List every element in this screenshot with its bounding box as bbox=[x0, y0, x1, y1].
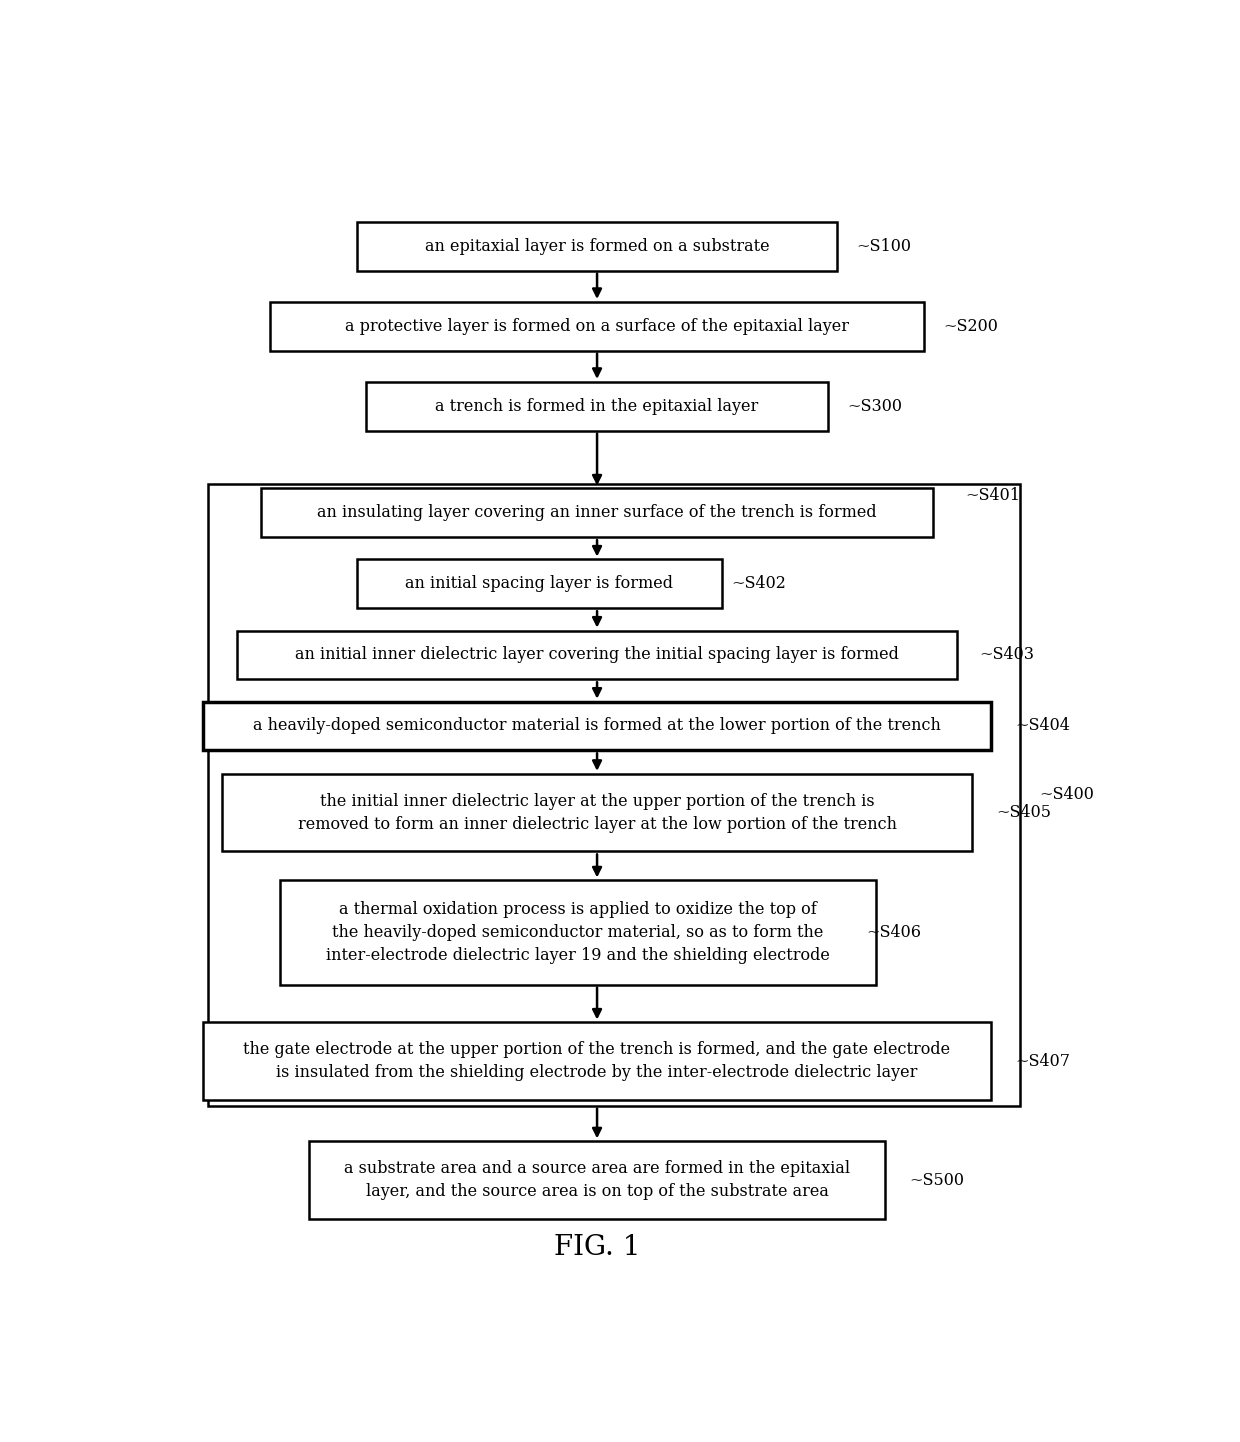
Text: ~S406: ~S406 bbox=[866, 924, 921, 942]
FancyBboxPatch shape bbox=[367, 382, 828, 431]
Text: ~S200: ~S200 bbox=[942, 317, 998, 335]
FancyBboxPatch shape bbox=[309, 1141, 885, 1218]
Text: a thermal oxidation process is applied to oxidize the top of
the heavily-doped s: a thermal oxidation process is applied t… bbox=[326, 901, 830, 963]
Text: an insulating layer covering an inner surface of the trench is formed: an insulating layer covering an inner su… bbox=[317, 505, 877, 522]
Text: ~S405: ~S405 bbox=[996, 805, 1050, 820]
Text: a protective layer is formed on a surface of the epitaxial layer: a protective layer is formed on a surfac… bbox=[345, 317, 849, 335]
FancyBboxPatch shape bbox=[280, 880, 875, 985]
Text: ~S403: ~S403 bbox=[980, 646, 1034, 663]
FancyBboxPatch shape bbox=[203, 1022, 991, 1100]
Text: ~S100: ~S100 bbox=[857, 238, 911, 255]
FancyBboxPatch shape bbox=[357, 559, 722, 609]
Text: ~S402: ~S402 bbox=[732, 575, 786, 593]
Text: ~S401: ~S401 bbox=[965, 486, 1021, 503]
Text: ~S500: ~S500 bbox=[909, 1171, 965, 1188]
Text: an epitaxial layer is formed on a substrate: an epitaxial layer is formed on a substr… bbox=[425, 238, 769, 255]
FancyBboxPatch shape bbox=[203, 702, 991, 750]
FancyBboxPatch shape bbox=[222, 774, 972, 851]
Text: ~S407: ~S407 bbox=[1016, 1053, 1070, 1070]
Text: ~S300: ~S300 bbox=[847, 398, 901, 415]
Text: an initial inner dielectric layer covering the initial spacing layer is formed: an initial inner dielectric layer coveri… bbox=[295, 646, 899, 663]
FancyBboxPatch shape bbox=[208, 485, 1019, 1106]
Text: FIG. 1: FIG. 1 bbox=[554, 1234, 640, 1262]
Text: the initial inner dielectric layer at the upper portion of the trench is
removed: the initial inner dielectric layer at th… bbox=[298, 793, 897, 832]
Text: a substrate area and a source area are formed in the epitaxial
layer, and the so: a substrate area and a source area are f… bbox=[343, 1161, 851, 1200]
Text: ~S400: ~S400 bbox=[1039, 786, 1094, 803]
Text: ~S404: ~S404 bbox=[1016, 718, 1070, 734]
Text: the gate electrode at the upper portion of the trench is formed, and the gate el: the gate electrode at the upper portion … bbox=[243, 1041, 951, 1082]
Text: a heavily-doped semiconductor material is formed at the lower portion of the tre: a heavily-doped semiconductor material i… bbox=[253, 718, 941, 734]
Text: a trench is formed in the epitaxial layer: a trench is formed in the epitaxial laye… bbox=[435, 398, 759, 415]
FancyBboxPatch shape bbox=[260, 489, 934, 538]
Text: an initial spacing layer is formed: an initial spacing layer is formed bbox=[405, 575, 673, 593]
FancyBboxPatch shape bbox=[237, 630, 957, 679]
FancyBboxPatch shape bbox=[357, 222, 837, 271]
FancyBboxPatch shape bbox=[270, 301, 924, 350]
